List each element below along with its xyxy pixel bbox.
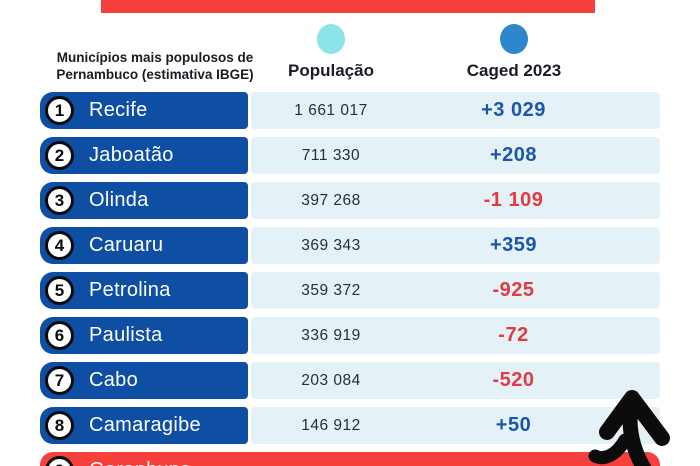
caged-value: +359 (489, 234, 538, 256)
population-value: 1 661 017 (294, 101, 368, 119)
population-value: 146 912 (301, 416, 361, 434)
legend-dot-caged-icon (500, 24, 528, 54)
row-rank-pill: 3 Olinda (40, 182, 248, 219)
rank-badge: 4 (45, 231, 74, 260)
row-rank-pill: 1 Recife (40, 92, 248, 129)
row-values: 336 919 -72 (251, 317, 660, 354)
row-values: 711 330 +208 (251, 137, 660, 174)
row-values: 146 912 +50 (251, 407, 660, 444)
population-value: 336 919 (301, 326, 361, 344)
city-name: Olinda (89, 189, 149, 211)
row-rank-pill: 7 Cabo (40, 362, 248, 399)
row-values: 369 343 +359 (251, 227, 660, 264)
population-value: 369 343 (301, 236, 361, 254)
city-name: Jaboatão (89, 144, 174, 166)
city-name: Camaragibe (89, 414, 201, 436)
row-rank-pill: 5 Petrolina (40, 272, 248, 309)
caged-value: -520 (492, 369, 535, 391)
rank-badge: 7 (45, 366, 74, 395)
table-row: 4 Caruaru 369 343 +359 (40, 227, 660, 264)
table-row: 6 Paulista 336 919 -72 (40, 317, 660, 354)
city-name: Paulista (89, 324, 163, 346)
legend-dot-populacao-icon (317, 24, 345, 54)
table-title-line1: Municípios mais populosos de (56, 50, 254, 65)
table-title: Municípios mais populosos de Pernambuco … (36, 49, 274, 83)
table-row-partial: 9 Garanhuns (40, 452, 660, 466)
rank-badge: 9 (45, 456, 74, 466)
row-rank-pill: 4 Caruaru (40, 227, 248, 264)
column-header-populacao: População (288, 61, 374, 80)
table-title-line2: Pernambuco (estimativa IBGE) (56, 67, 254, 82)
row-values: 1 661 017 +3 029 (251, 92, 660, 129)
caged-value: +50 (495, 414, 532, 436)
city-name: Petrolina (89, 279, 171, 301)
rank-badge: 3 (45, 186, 74, 215)
row-values: 359 372 -925 (251, 272, 660, 309)
population-value: 203 084 (301, 371, 361, 389)
table-row: 5 Petrolina 359 372 -925 (40, 272, 660, 309)
city-name: Caruaru (89, 234, 164, 256)
rank-badge: 5 (45, 276, 74, 305)
rank-badge: 1 (45, 96, 74, 125)
rank-badge: 6 (45, 321, 74, 350)
caged-value: -925 (492, 279, 535, 301)
caged-value: +208 (489, 144, 538, 166)
table-row: 1 Recife 1 661 017 +3 029 (40, 92, 660, 129)
caged-value: -72 (498, 324, 529, 346)
caged-value: -1 109 (483, 189, 544, 211)
table-row: 3 Olinda 397 268 -1 109 (40, 182, 660, 219)
row-rank-pill: 6 Paulista (40, 317, 248, 354)
rank-badge: 8 (45, 411, 74, 440)
table-row: 8 Camaragibe 146 912 +50 (40, 407, 660, 444)
population-value: 711 330 (301, 146, 361, 164)
city-name: Recife (89, 99, 148, 121)
top-red-bar (101, 0, 595, 13)
column-header-caged: Caged 2023 (466, 61, 562, 80)
city-name: Cabo (89, 369, 139, 391)
table-row: 2 Jaboatão 711 330 +208 (40, 137, 660, 174)
city-name: Garanhuns (89, 459, 191, 466)
caged-value: +3 029 (481, 99, 546, 121)
table-row: 7 Cabo 203 084 -520 (40, 362, 660, 399)
row-values: 397 268 -1 109 (251, 182, 660, 219)
ranking-table: 1 Recife 1 661 017 +3 029 2 Jaboatão 711… (40, 92, 660, 466)
row-rank-pill: 2 Jaboatão (40, 137, 248, 174)
row-values: 203 084 -520 (251, 362, 660, 399)
population-value: 397 268 (301, 191, 361, 209)
row-rank-pill: 8 Camaragibe (40, 407, 248, 444)
population-value: 359 372 (301, 281, 361, 299)
row-rank-pill: 9 Garanhuns (40, 452, 660, 466)
up-arrow-icon (588, 390, 670, 466)
rank-badge: 2 (45, 141, 74, 170)
